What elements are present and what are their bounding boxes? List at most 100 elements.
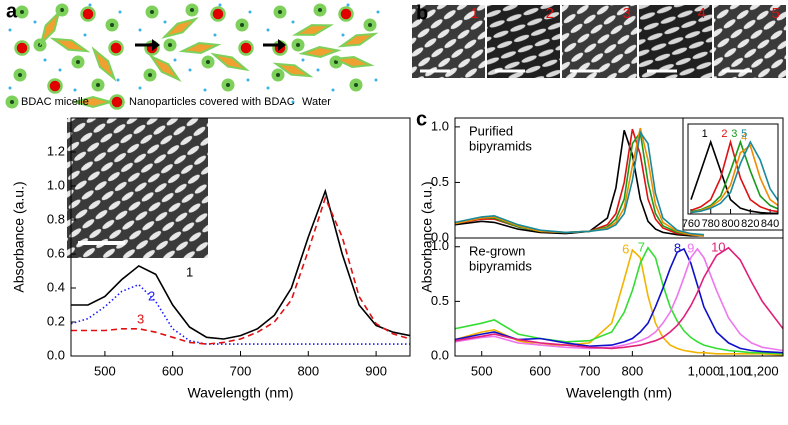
micelle-core <box>354 83 358 87</box>
bipyramid <box>331 56 375 68</box>
water <box>376 10 380 14</box>
x-tick-label: 500 <box>94 363 116 378</box>
y-tick-label: 0.2 <box>47 313 65 328</box>
series-label: 6 <box>622 241 629 256</box>
micelle-core <box>240 23 244 27</box>
series-line <box>690 138 778 213</box>
series-label: 3 <box>137 311 144 326</box>
water <box>73 88 77 92</box>
bipyramid <box>178 42 222 54</box>
micelle-core <box>60 8 64 12</box>
water <box>246 78 250 82</box>
image-label: 4 <box>698 5 706 22</box>
y-tick-label: 1.0 <box>47 177 65 192</box>
water <box>173 58 177 62</box>
series-label: 8 <box>674 240 681 255</box>
series-label: 1 <box>186 264 193 279</box>
bipyramid <box>39 9 61 47</box>
micelle-core <box>206 60 210 64</box>
x-tick-label: 500 <box>471 363 493 378</box>
image-label: 3 <box>623 5 631 22</box>
arrow-head <box>278 39 286 51</box>
water <box>163 20 167 24</box>
plot-frame <box>70 117 411 357</box>
series-line <box>455 130 704 236</box>
bipyramid <box>292 24 334 36</box>
series-line <box>455 247 783 352</box>
water <box>291 100 295 104</box>
water <box>118 10 122 14</box>
tem-image <box>562 5 637 78</box>
bipyramid <box>161 17 199 39</box>
water <box>213 33 217 37</box>
image-label: 1 <box>471 5 479 22</box>
water <box>8 28 12 32</box>
legend-label: Water <box>302 96 331 108</box>
series-line <box>71 195 410 345</box>
arrow-head <box>152 39 160 51</box>
y-tick-label: 0.0 <box>47 347 65 362</box>
series-line <box>455 127 704 237</box>
water <box>346 3 350 7</box>
x-tick-label: 760 <box>682 218 700 230</box>
micelle-core <box>10 100 14 104</box>
water <box>218 3 222 7</box>
annotation: Purified <box>469 123 513 138</box>
legend-label: Nanoparticles covered with BDAC <box>129 96 295 108</box>
y-tick-label: 1.2 <box>47 143 65 158</box>
x-tick-label: 800 <box>622 363 644 378</box>
series-label: 3 <box>731 128 737 140</box>
x-tick-label: 700 <box>230 363 252 378</box>
series-label: 10 <box>711 239 725 254</box>
micelle-core <box>278 10 282 14</box>
y-tick-label: 0.5 <box>431 174 449 189</box>
micelle-core <box>148 73 152 77</box>
water <box>188 68 192 72</box>
water <box>266 86 270 90</box>
schematic <box>5 3 380 110</box>
micelle-core <box>276 73 280 77</box>
water <box>341 33 345 37</box>
image-label: 2 <box>546 5 554 22</box>
nanoparticle <box>109 94 125 110</box>
series-label: 1 <box>702 128 708 140</box>
nanoparticle <box>338 6 354 22</box>
series-line <box>71 188 410 340</box>
annotation: Re-grown <box>469 243 525 258</box>
micelle-core <box>18 73 22 77</box>
panel-label: c <box>416 108 427 130</box>
x-tick-label: 1,200 <box>746 363 779 378</box>
micelle-core <box>20 10 24 14</box>
series-line <box>455 247 783 354</box>
x-tick-label: 820 <box>741 218 759 230</box>
plot-frame <box>454 237 784 357</box>
y-axis-label: Absorbance (a.u.) <box>419 181 435 292</box>
y-tick-label: 0.4 <box>47 279 65 294</box>
micelle-core <box>96 83 100 87</box>
micelle-core <box>226 83 230 87</box>
bipyramid <box>298 45 342 59</box>
water <box>138 86 142 90</box>
plot-frame <box>687 123 779 215</box>
x-tick-label: 840 <box>761 218 779 230</box>
y-axis-label: Absorbance (a.u.) <box>11 181 27 292</box>
y-tick-label: 0.6 <box>47 245 65 260</box>
nanoparticle <box>238 40 254 56</box>
water <box>203 88 207 92</box>
water <box>33 20 37 24</box>
micelle-core <box>76 60 80 64</box>
bipyramid <box>148 54 182 82</box>
tem-image <box>714 5 786 78</box>
x-tick-label: 1,000 <box>688 363 721 378</box>
nanoparticle <box>80 6 96 22</box>
water <box>138 28 142 32</box>
annotation: bipyramids <box>469 138 532 153</box>
nanoparticle <box>14 40 30 56</box>
x-tick-label: 780 <box>702 218 720 230</box>
series-label: 2 <box>148 288 155 303</box>
micelle-core <box>368 23 372 27</box>
micelle-core <box>150 10 154 14</box>
series-line <box>690 139 778 213</box>
y-tick-label: 1.0 <box>431 238 449 253</box>
